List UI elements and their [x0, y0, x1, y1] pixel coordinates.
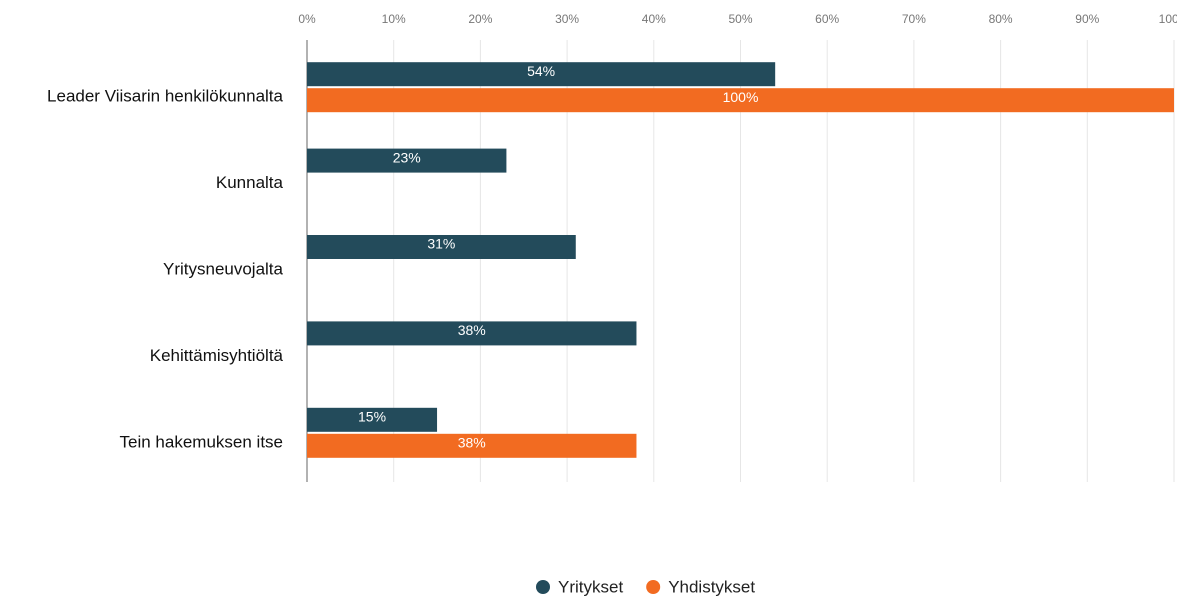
value-label: 100% [723, 89, 759, 105]
category-label: Kehittämisyhtiöltä [150, 346, 284, 365]
x-tick-label: 80% [989, 12, 1013, 26]
bar [307, 148, 507, 173]
x-tick-label: 90% [1075, 12, 1099, 26]
x-tick-label: 100% [1159, 12, 1177, 26]
value-label: 31% [427, 236, 455, 252]
x-tick-label: 0% [298, 12, 316, 26]
value-label: 23% [393, 149, 421, 165]
bar [307, 235, 576, 259]
legend-label: Yhdistykset [668, 577, 755, 596]
bar [307, 62, 776, 87]
value-label: 38% [458, 435, 486, 451]
x-tick-label: 60% [815, 12, 839, 26]
bar [307, 433, 637, 458]
x-tick-label: 50% [728, 12, 752, 26]
bar [307, 88, 1174, 113]
category-label: Tein hakemuksen itse [120, 432, 283, 451]
bar [307, 407, 438, 432]
x-tick-label: 10% [382, 12, 406, 26]
x-tick-label: 70% [902, 12, 926, 26]
value-label: 38% [458, 322, 486, 338]
x-tick-label: 20% [468, 12, 492, 26]
category-label: Leader Viisarin henkilökunnalta [47, 87, 284, 106]
value-label: 54% [527, 63, 555, 79]
x-tick-label: 40% [642, 12, 666, 26]
legend-marker [646, 580, 661, 594]
category-label: Kunnalta [216, 173, 284, 192]
legend-label: Yritykset [558, 577, 623, 596]
value-label: 15% [358, 409, 386, 425]
bar [307, 321, 637, 346]
category-label: Yritysneuvojalta [163, 259, 284, 278]
x-tick-label: 30% [555, 12, 579, 26]
legend-marker [536, 580, 550, 594]
